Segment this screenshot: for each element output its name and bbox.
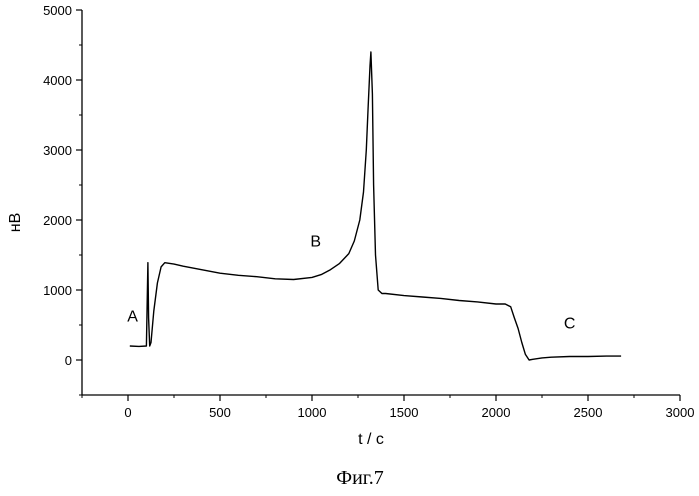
x-tick-label: 2000	[482, 405, 511, 420]
x-tick-label: 1500	[390, 405, 419, 420]
axes	[82, 10, 680, 395]
annotation-c: C	[564, 316, 576, 333]
x-tick-label: 500	[209, 405, 231, 420]
series-line-0	[130, 52, 621, 360]
y-tick-label: 1000	[43, 283, 72, 298]
x-tick-label: 1000	[298, 405, 327, 420]
x-tick-label: 3000	[666, 405, 695, 420]
annotation-b: B	[310, 234, 321, 251]
y-axis-title: нВ	[7, 213, 24, 233]
y-tick-label: 0	[65, 353, 72, 368]
plot-area	[130, 52, 621, 360]
figure-caption: Фиг.7	[336, 467, 383, 489]
ticks: 0 500 1000 1500 2000 2500 3000 0 1000 2000 3000 400…	[43, 3, 694, 420]
annotation-a: A	[127, 309, 138, 326]
x-tick-label: 2500	[574, 405, 603, 420]
labels: t / c нВ Фиг.7	[7, 213, 384, 489]
y-tick-label: 4000	[43, 73, 72, 88]
x-axis-title: t / c	[358, 431, 384, 448]
y-tick-label: 5000	[43, 3, 72, 18]
x-tick-label: 0	[124, 405, 131, 420]
y-tick-label: 2000	[43, 213, 72, 228]
y-tick-label: 3000	[43, 143, 72, 158]
